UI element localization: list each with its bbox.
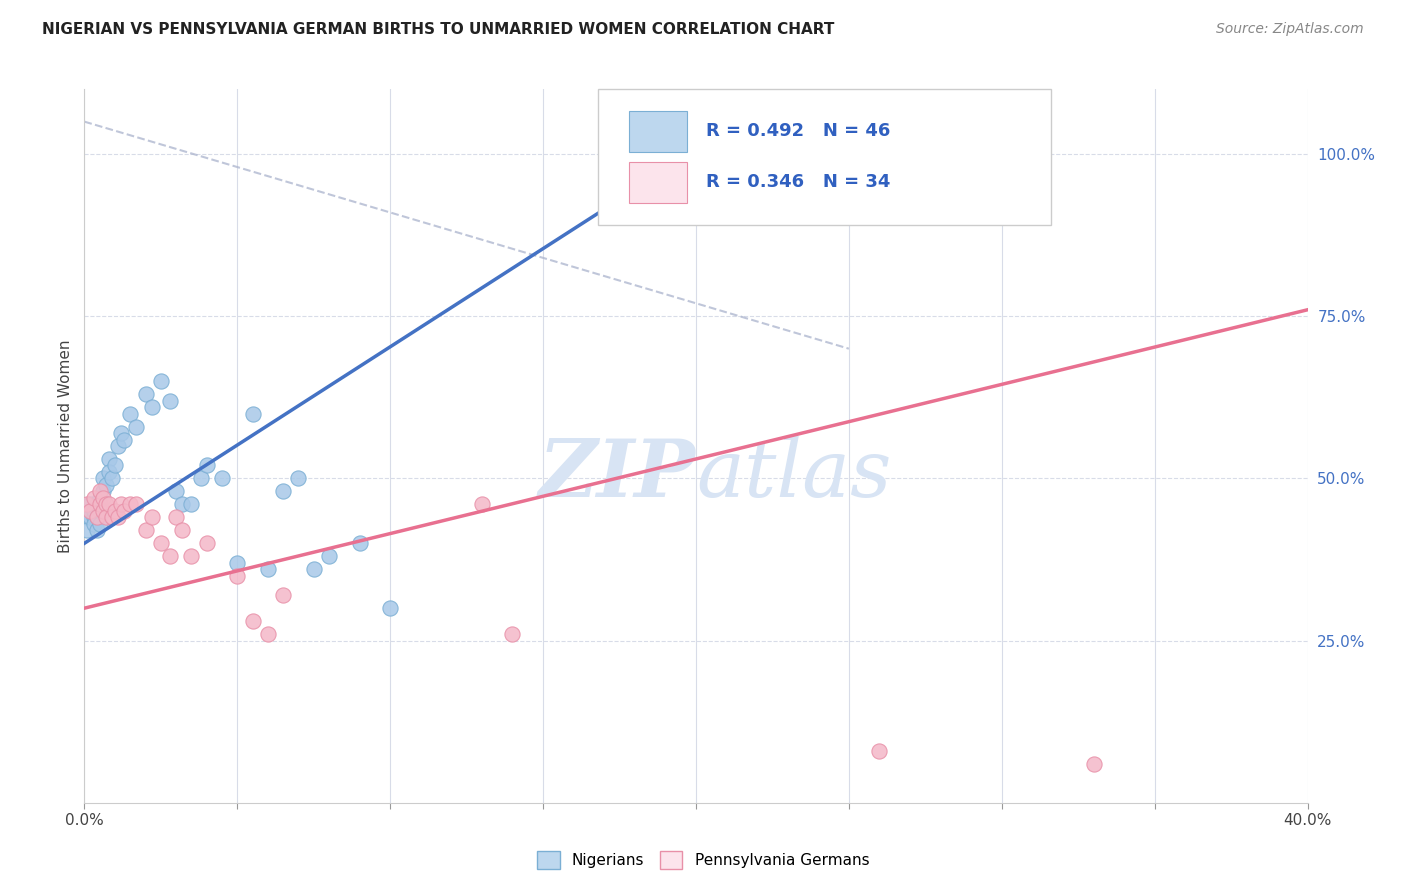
Text: R = 0.492   N = 46: R = 0.492 N = 46 <box>706 121 890 139</box>
Point <box>271 588 294 602</box>
Point <box>91 491 114 505</box>
FancyBboxPatch shape <box>628 111 688 152</box>
Text: NIGERIAN VS PENNSYLVANIA GERMAN BIRTHS TO UNMARRIED WOMEN CORRELATION CHART: NIGERIAN VS PENNSYLVANIA GERMAN BIRTHS T… <box>42 22 835 37</box>
Point <box>318 549 340 564</box>
Point <box>180 549 202 564</box>
Point <box>149 536 172 550</box>
Point <box>1083 756 1105 771</box>
Text: ZIP: ZIP <box>538 436 696 513</box>
Point <box>94 478 117 492</box>
Point <box>97 497 120 511</box>
Point <box>86 524 108 538</box>
Point <box>125 419 148 434</box>
Point <box>149 374 172 388</box>
Point <box>190 471 212 485</box>
Point <box>302 562 325 576</box>
Point <box>76 497 98 511</box>
Y-axis label: Births to Unmarried Women: Births to Unmarried Women <box>58 339 73 553</box>
Point <box>669 147 692 161</box>
Point <box>180 497 202 511</box>
Point <box>97 452 120 467</box>
Point <box>86 510 108 524</box>
Point <box>211 471 233 485</box>
Point <box>349 536 371 550</box>
Point <box>257 627 280 641</box>
Point <box>287 471 309 485</box>
Text: atlas: atlas <box>696 436 891 513</box>
Point <box>869 744 891 758</box>
Point <box>89 504 111 518</box>
Point <box>83 504 105 518</box>
FancyBboxPatch shape <box>598 89 1050 225</box>
Point <box>83 516 105 531</box>
Point <box>79 510 101 524</box>
Point <box>89 516 111 531</box>
Point <box>159 549 181 564</box>
Point <box>83 510 105 524</box>
Point <box>91 471 114 485</box>
Point <box>79 504 101 518</box>
Point <box>91 484 114 499</box>
Point <box>79 497 101 511</box>
Point <box>159 393 181 408</box>
Point <box>471 497 494 511</box>
Point <box>104 504 127 518</box>
Point <box>101 471 124 485</box>
Point <box>104 458 127 473</box>
Point <box>242 614 264 628</box>
Point <box>86 497 108 511</box>
Point <box>76 524 98 538</box>
Point <box>112 433 135 447</box>
Point <box>107 439 129 453</box>
Point <box>609 147 631 161</box>
Point <box>97 465 120 479</box>
Point <box>125 497 148 511</box>
Point <box>242 407 264 421</box>
Point <box>89 491 111 505</box>
Point <box>89 497 111 511</box>
Point <box>110 425 132 440</box>
Point <box>141 400 163 414</box>
Point <box>107 510 129 524</box>
Point <box>76 510 98 524</box>
Point <box>195 458 218 473</box>
Point <box>271 484 294 499</box>
Point <box>165 510 187 524</box>
Point <box>83 491 105 505</box>
Point <box>172 497 194 511</box>
Point <box>112 504 135 518</box>
Point <box>165 484 187 499</box>
Point <box>101 510 124 524</box>
Point <box>94 497 117 511</box>
Text: Source: ZipAtlas.com: Source: ZipAtlas.com <box>1216 22 1364 37</box>
Point <box>110 497 132 511</box>
Point <box>257 562 280 576</box>
Point <box>120 407 142 421</box>
Point <box>226 568 249 582</box>
Point <box>91 504 114 518</box>
Point <box>226 556 249 570</box>
FancyBboxPatch shape <box>628 162 688 203</box>
Point <box>195 536 218 550</box>
Point <box>120 497 142 511</box>
Point <box>135 387 157 401</box>
Point <box>86 510 108 524</box>
Point <box>135 524 157 538</box>
Point <box>141 510 163 524</box>
Point <box>94 510 117 524</box>
Text: R = 0.346   N = 34: R = 0.346 N = 34 <box>706 173 890 191</box>
Point <box>89 484 111 499</box>
Point <box>380 601 402 615</box>
Point <box>172 524 194 538</box>
Legend: Nigerians, Pennsylvania Germans: Nigerians, Pennsylvania Germans <box>530 845 876 875</box>
Point <box>502 627 524 641</box>
